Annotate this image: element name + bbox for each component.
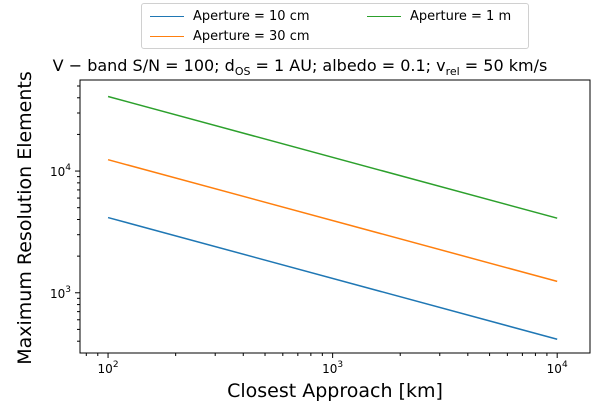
y-axis-label: Maximum Resolution Elements <box>14 71 36 365</box>
legend-label: Aperture = 1 m <box>410 9 512 24</box>
x-tick-label: 103 <box>322 360 343 376</box>
legend: Aperture = 10 cm Aperture = 1 m Aperture… <box>141 3 529 49</box>
series-line-2 <box>107 158 558 283</box>
x-tick-label: 104 <box>547 360 568 376</box>
legend-item-10cm: Aperture = 10 cm <box>150 9 310 24</box>
legend-swatch <box>150 16 184 17</box>
legend-label: Aperture = 10 cm <box>193 9 310 24</box>
y-tick-label: 103 <box>50 285 71 301</box>
x-axis-label: Closest Approach [km] <box>227 380 443 402</box>
legend-swatch <box>150 36 184 37</box>
y-tick-label: 104 <box>50 163 71 179</box>
series-line-1 <box>107 216 558 340</box>
x-tick-label: 102 <box>98 360 119 376</box>
legend-item-1m: Aperture = 1 m <box>367 9 511 24</box>
series-line-3 <box>107 95 558 219</box>
legend-swatch <box>367 16 401 17</box>
legend-label: Aperture = 30 cm <box>193 29 310 44</box>
plot-frame <box>79 79 591 354</box>
chart-title: V − band S/N = 100; dOS = 1 AU; albedo =… <box>52 56 548 79</box>
legend-item-30cm: Aperture = 30 cm <box>150 29 310 44</box>
